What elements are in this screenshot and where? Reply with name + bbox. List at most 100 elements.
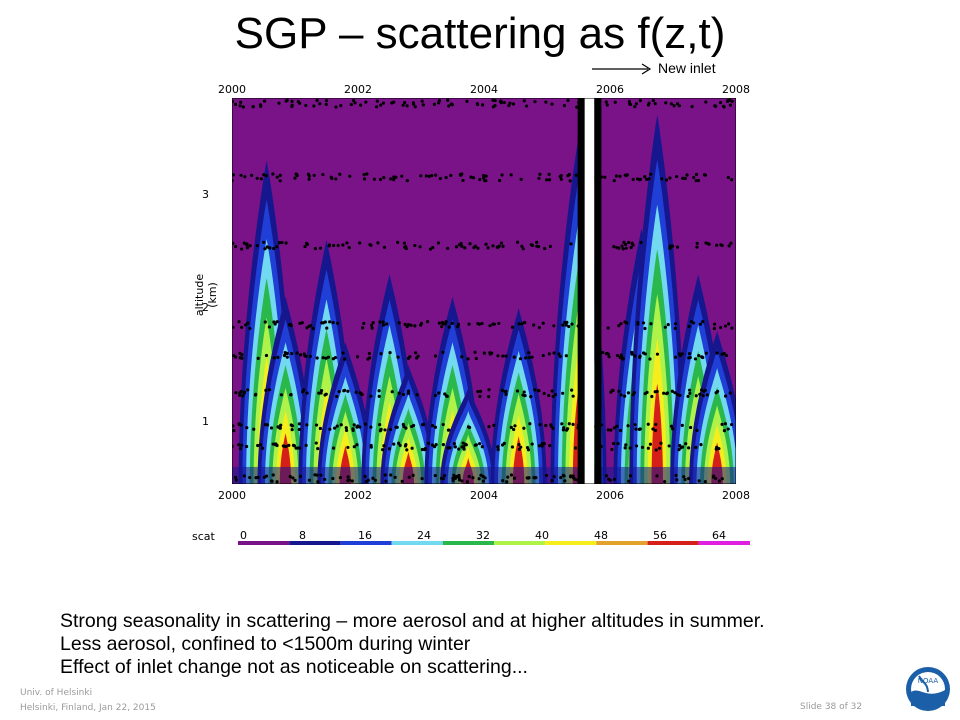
flight-data-point — [238, 391, 242, 395]
flight-data-point — [673, 391, 677, 395]
flight-data-point — [256, 475, 260, 480]
flight-data-point — [457, 447, 461, 451]
colorbar-tick-label: 56 — [653, 529, 667, 542]
flight-data-point — [259, 443, 263, 447]
flight-data-point — [646, 422, 650, 426]
flight-data-point — [606, 326, 610, 330]
flight-data-point — [360, 392, 364, 397]
flight-data-point — [453, 445, 457, 449]
flight-data-point — [362, 177, 367, 181]
flight-data-point — [393, 475, 397, 479]
flight-data-point — [397, 321, 401, 325]
flight-data-point — [431, 245, 435, 250]
colorbar-label: scat — [192, 530, 215, 543]
flight-data-point — [488, 324, 492, 328]
flight-data-point — [464, 443, 468, 447]
flight-data-point — [413, 105, 417, 109]
flight-data-point — [686, 394, 690, 399]
flight-data-point — [675, 392, 680, 397]
flight-data-point — [720, 477, 724, 481]
flight-data-point — [495, 245, 499, 249]
flight-data-point — [624, 174, 628, 178]
flight-data-point — [362, 173, 366, 177]
colorbar-tick-label: 8 — [299, 529, 306, 542]
flight-data-point — [262, 240, 266, 244]
flight-data-point — [416, 354, 420, 358]
flight-data-point — [264, 388, 268, 392]
slide-title: SGP – scattering as f(z,t) — [234, 9, 726, 58]
x-tick-label-top: 2008 — [722, 83, 750, 96]
flight-data-point — [467, 425, 472, 430]
flight-data-point — [571, 474, 575, 478]
flight-data-point — [238, 393, 242, 397]
flight-data-point — [669, 102, 674, 106]
flight-data-point — [612, 426, 616, 430]
flight-data-point — [407, 475, 411, 479]
flight-data-point — [703, 173, 708, 177]
flight-data-point — [533, 388, 537, 392]
flight-data-point — [319, 388, 324, 393]
flight-data-point — [271, 172, 275, 176]
flight-data-point — [566, 98, 570, 103]
flight-data-point — [674, 473, 678, 478]
flight-data-point — [541, 353, 545, 358]
flight-data-point — [704, 351, 708, 355]
flight-data-point — [450, 321, 454, 325]
flight-data-point — [713, 476, 718, 481]
flight-data-point — [617, 389, 621, 393]
flight-data-point — [264, 174, 268, 178]
flight-data-point — [697, 354, 701, 358]
flight-data-point — [535, 240, 539, 244]
flight-data-point — [237, 443, 241, 447]
flight-data-point — [638, 178, 642, 182]
flight-data-point — [449, 173, 453, 178]
flight-data-point — [262, 173, 266, 177]
flight-data-point — [478, 389, 483, 393]
flight-data-point — [512, 427, 516, 432]
flight-data-point — [619, 393, 623, 397]
flight-data-point — [285, 355, 289, 359]
flight-data-point — [477, 477, 481, 481]
flight-data-point — [297, 427, 301, 432]
flight-data-point — [633, 104, 637, 109]
flight-data-point — [460, 355, 464, 359]
flight-data-point — [370, 323, 374, 327]
flight-data-point — [255, 176, 259, 180]
flight-data-point — [550, 389, 554, 393]
flight-data-point — [487, 425, 491, 429]
bullet-3: Effect of inlet change not as noticeable… — [60, 656, 528, 678]
flight-data-point — [287, 443, 291, 447]
flight-data-point — [462, 445, 466, 449]
flight-data-point — [441, 443, 445, 447]
flight-data-point — [662, 391, 666, 395]
flight-data-point — [701, 394, 705, 398]
flight-data-point — [294, 446, 298, 450]
flight-data-point — [476, 246, 480, 250]
flight-data-point — [272, 246, 276, 251]
flight-data-point — [438, 176, 442, 181]
flight-data-point — [459, 241, 463, 246]
flight-data-point — [540, 444, 544, 448]
flight-data-point — [655, 389, 659, 394]
flight-data-point — [410, 424, 414, 429]
colorbar-tick-label: 24 — [417, 529, 431, 542]
flight-data-point — [570, 388, 574, 392]
flight-data-point — [303, 354, 307, 358]
flight-data-point — [503, 389, 507, 394]
flight-data-point — [232, 173, 235, 177]
flight-data-point — [700, 355, 705, 359]
flight-data-point — [547, 393, 551, 398]
flight-data-point — [673, 326, 677, 330]
flight-data-point — [567, 422, 571, 426]
flight-data-point — [318, 102, 322, 106]
flight-data-point — [530, 355, 534, 359]
flight-data-point — [366, 357, 370, 361]
flight-data-point — [500, 173, 504, 177]
flight-data-point — [426, 320, 430, 324]
flight-data-point — [561, 428, 565, 432]
flight-data-point — [446, 446, 450, 450]
flight-data-point — [300, 321, 304, 325]
flight-data-point — [248, 326, 252, 331]
flight-data-point — [342, 357, 347, 361]
flight-data-point — [376, 241, 380, 245]
